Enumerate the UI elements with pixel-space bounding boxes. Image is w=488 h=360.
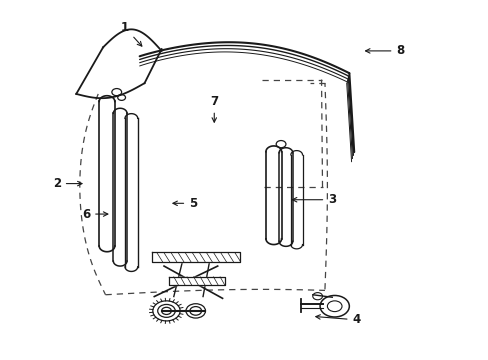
- Polygon shape: [152, 252, 239, 262]
- Text: 4: 4: [315, 313, 360, 327]
- Text: 7: 7: [210, 95, 218, 122]
- Text: 5: 5: [173, 197, 197, 210]
- Text: 8: 8: [365, 44, 404, 57]
- Polygon shape: [168, 277, 224, 285]
- Text: 2: 2: [53, 177, 82, 190]
- Text: 1: 1: [121, 21, 142, 46]
- Text: 6: 6: [81, 208, 108, 221]
- Text: 3: 3: [292, 193, 336, 206]
